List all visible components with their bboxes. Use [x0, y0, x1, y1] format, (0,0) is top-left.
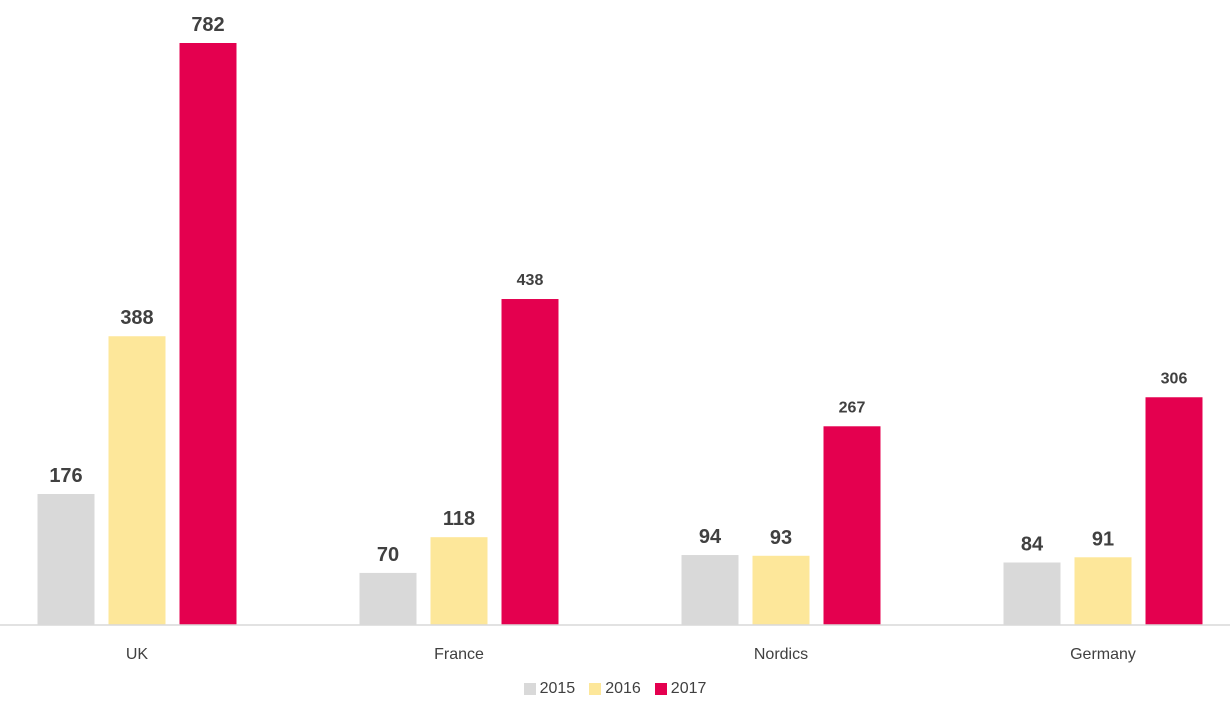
- data-label-france-2017: 438: [517, 272, 544, 289]
- data-label-germany-2017: 306: [1161, 370, 1188, 387]
- legend: 2015 2016 2017: [0, 680, 1230, 698]
- bar-germany-2016: [1074, 557, 1132, 625]
- bar-germany-2017: [1145, 397, 1203, 625]
- data-label-nordics-2015: 94: [699, 526, 722, 548]
- bar-france-2015: [359, 572, 417, 625]
- data-label-uk-2015: 176: [49, 465, 82, 487]
- legend-label-2016: 2016: [605, 680, 641, 697]
- data-label-germany-2015: 84: [1021, 533, 1044, 555]
- legend-swatch-2017: [654, 683, 667, 695]
- data-label-uk-2017: 782: [191, 14, 224, 36]
- bar-nordics-2015: [681, 555, 739, 625]
- data-label-germany-2016: 91: [1092, 528, 1114, 550]
- legend-label-2017: 2017: [670, 680, 707, 697]
- value-labels-layer: 176 388 782 70 118 438 94 93 267 84 91 306: [49, 14, 1187, 566]
- bar-nordics-2017: [823, 426, 881, 625]
- bar-france-2017: [501, 299, 559, 625]
- data-label-france-2016: 118: [443, 508, 475, 530]
- data-label-uk-2016: 388: [120, 307, 153, 329]
- legend-item-2017: 2017: [654, 680, 707, 698]
- bars-layer: [37, 43, 1203, 625]
- bar-uk-2017: [179, 43, 237, 625]
- category-label-france: France: [434, 646, 484, 663]
- category-label-nordics: Nordics: [754, 646, 808, 663]
- data-label-nordics-2016: 93: [770, 527, 792, 549]
- bar-germany-2015: [1003, 562, 1061, 625]
- category-label-germany: Germany: [1070, 646, 1136, 663]
- data-label-nordics-2017: 267: [839, 399, 866, 416]
- data-label-france-2015: 70: [377, 544, 399, 566]
- bar-france-2016: [430, 537, 488, 625]
- category-label-uk: UK: [126, 646, 149, 663]
- legend-item-2015: 2015: [523, 680, 576, 698]
- bar-uk-2016: [108, 336, 166, 625]
- bar-nordics-2016: [752, 555, 810, 625]
- legend-swatch-2015: [523, 683, 536, 695]
- legend-label-2015: 2015: [539, 680, 576, 697]
- bar-uk-2015: [37, 494, 95, 625]
- category-labels-layer: UK France Nordics Germany: [126, 646, 1136, 663]
- legend-item-2016: 2016: [589, 680, 641, 698]
- legend-swatch-2016: [589, 683, 602, 695]
